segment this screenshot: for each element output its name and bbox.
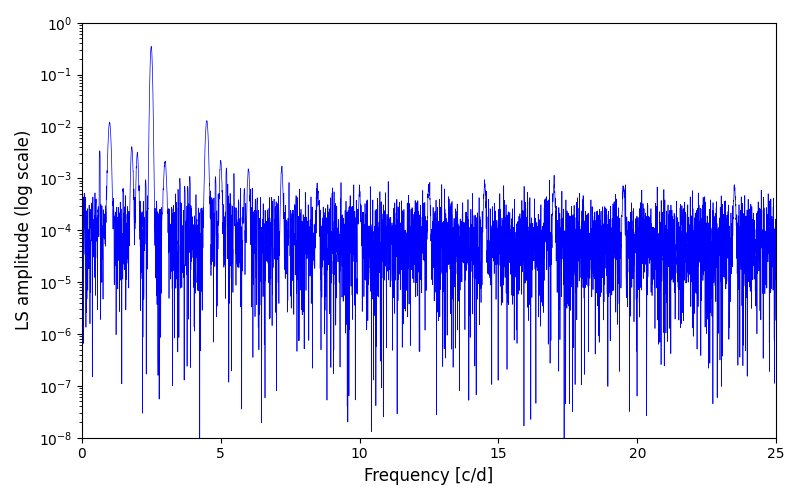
Y-axis label: LS amplitude (log scale): LS amplitude (log scale) — [15, 130, 33, 330]
X-axis label: Frequency [c/d]: Frequency [c/d] — [364, 467, 494, 485]
